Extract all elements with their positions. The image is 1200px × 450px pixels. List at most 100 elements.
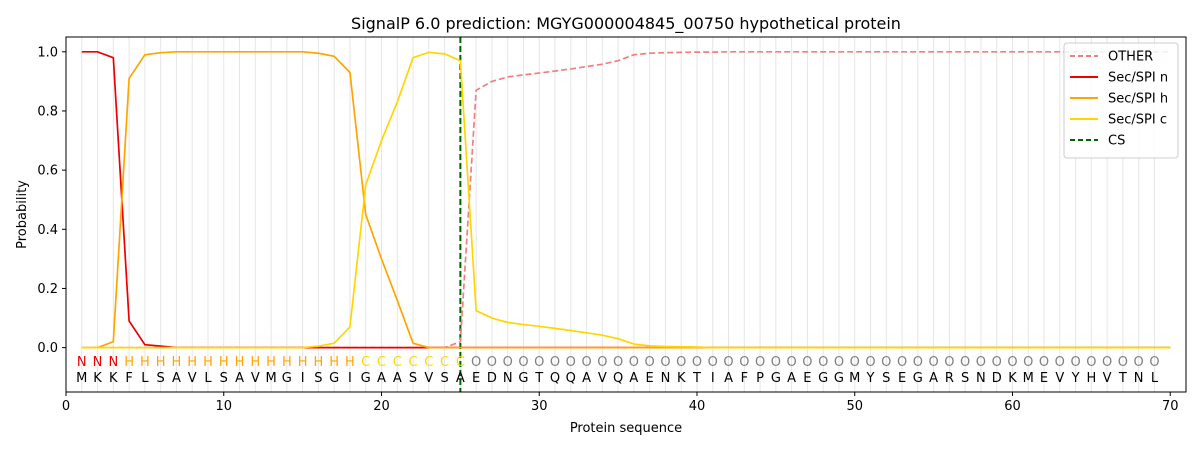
y-tick-label: 0.4 (37, 223, 58, 238)
legend: OTHER Sec/SPI n Sec/SPI h Sec/SPI c CS (1063, 42, 1179, 159)
y-tick-label: 1.0 (37, 45, 58, 60)
residue-label: S (882, 371, 890, 386)
chart-title: SignalP 6.0 prediction: MGYG000004845_00… (351, 14, 901, 34)
series-line (81, 50, 1171, 349)
region-label: H (329, 355, 339, 370)
region-label: O (534, 355, 544, 370)
region-label: O (865, 355, 875, 370)
region-label: O (976, 355, 986, 370)
region-label: O (834, 355, 844, 370)
region-label: O (660, 355, 670, 370)
residue-label: H (1086, 371, 1096, 386)
residue-label: A (724, 371, 733, 386)
residue-label: E (472, 371, 480, 386)
region-label: C (409, 355, 418, 370)
residue-label: K (677, 371, 686, 386)
residue-label: N (503, 371, 513, 386)
residue-label: A (235, 371, 244, 386)
legend-label: Sec/SPI h (1108, 92, 1168, 107)
residue-label: E (803, 371, 811, 386)
region-label: H (314, 355, 324, 370)
residue-label: D (992, 371, 1002, 386)
region-label: O (1039, 355, 1049, 370)
region-label: O (913, 355, 923, 370)
residue-label: A (377, 371, 386, 386)
residue-label: M (849, 371, 860, 386)
region-label: O (1118, 355, 1128, 370)
residue-label: N (976, 371, 986, 386)
region-label: O (787, 355, 797, 370)
legend-label: CS (1108, 134, 1125, 149)
residue-label: G (818, 371, 828, 386)
region-label: O (1070, 355, 1080, 370)
region-label: O (944, 355, 954, 370)
y-tick-label: 0.0 (37, 341, 58, 356)
residue-label: G (361, 371, 371, 386)
region-label: H (345, 355, 355, 370)
region-label: O (550, 355, 560, 370)
sequence-labels: NMNKNKHFHLHSHAHVHLHSHAHVHMHGHIHSHGHICGCA… (76, 355, 1159, 386)
residue-label: Q (550, 371, 560, 386)
region-label: O (692, 355, 702, 370)
residue-label: F (741, 371, 748, 386)
residue-label: E (898, 371, 906, 386)
residue-label: A (456, 371, 465, 386)
series-line (81, 50, 1171, 349)
axes (65, 36, 1187, 393)
region-label: O (928, 355, 938, 370)
region-label: O (739, 355, 749, 370)
y-tick-label: 0.2 (37, 282, 58, 297)
series-line (81, 50, 1171, 349)
residue-label: Y (866, 371, 875, 386)
residue-label: E (646, 371, 654, 386)
region-label: N (93, 355, 103, 370)
region-label: O (1086, 355, 1096, 370)
residue-label: S (314, 371, 322, 386)
region-label: H (282, 355, 292, 370)
x-tick-label: 10 (215, 399, 232, 414)
residue-label: L (1151, 371, 1159, 386)
region-label: O (1055, 355, 1065, 370)
region-label: C (361, 355, 370, 370)
residue-label: A (172, 371, 181, 386)
residue-label: I (348, 371, 352, 386)
residue-label: N (661, 371, 671, 386)
region-label: O (597, 355, 607, 370)
region-label: H (156, 355, 166, 370)
x-tick-label: 30 (531, 399, 548, 414)
region-label: O (645, 355, 655, 370)
region-label: O (992, 355, 1002, 370)
region-label: O (487, 355, 497, 370)
residue-label: M (265, 371, 276, 386)
residue-label: M (1023, 371, 1034, 386)
residue-label: Q (566, 371, 576, 386)
x-tick-label: 40 (689, 399, 706, 414)
y-axis-label: Probability (15, 180, 30, 249)
residue-label: G (282, 371, 292, 386)
region-label: H (250, 355, 260, 370)
residue-label: V (1055, 371, 1064, 386)
residue-label: L (141, 371, 149, 386)
region-label: O (755, 355, 765, 370)
region-label: O (1007, 355, 1017, 370)
region-label: H (187, 355, 197, 370)
region-label: H (172, 355, 182, 370)
residue-label: T (1118, 371, 1127, 386)
residue-label: Q (613, 371, 623, 386)
residue-label: K (109, 371, 118, 386)
region-label: O (708, 355, 718, 370)
region-label: C (393, 355, 402, 370)
residue-label: A (787, 371, 796, 386)
x-axis-label: Protein sequence (570, 421, 682, 436)
residue-label: S (157, 371, 165, 386)
region-label: O (897, 355, 907, 370)
residue-label: A (582, 371, 591, 386)
region-label: O (850, 355, 860, 370)
residue-label: G (913, 371, 923, 386)
region-label: C (424, 355, 433, 370)
region-label: O (503, 355, 513, 370)
region-label: H (140, 355, 150, 370)
residue-label: A (393, 371, 402, 386)
y-tick-label: 0.8 (37, 104, 58, 119)
region-label: O (1023, 355, 1033, 370)
